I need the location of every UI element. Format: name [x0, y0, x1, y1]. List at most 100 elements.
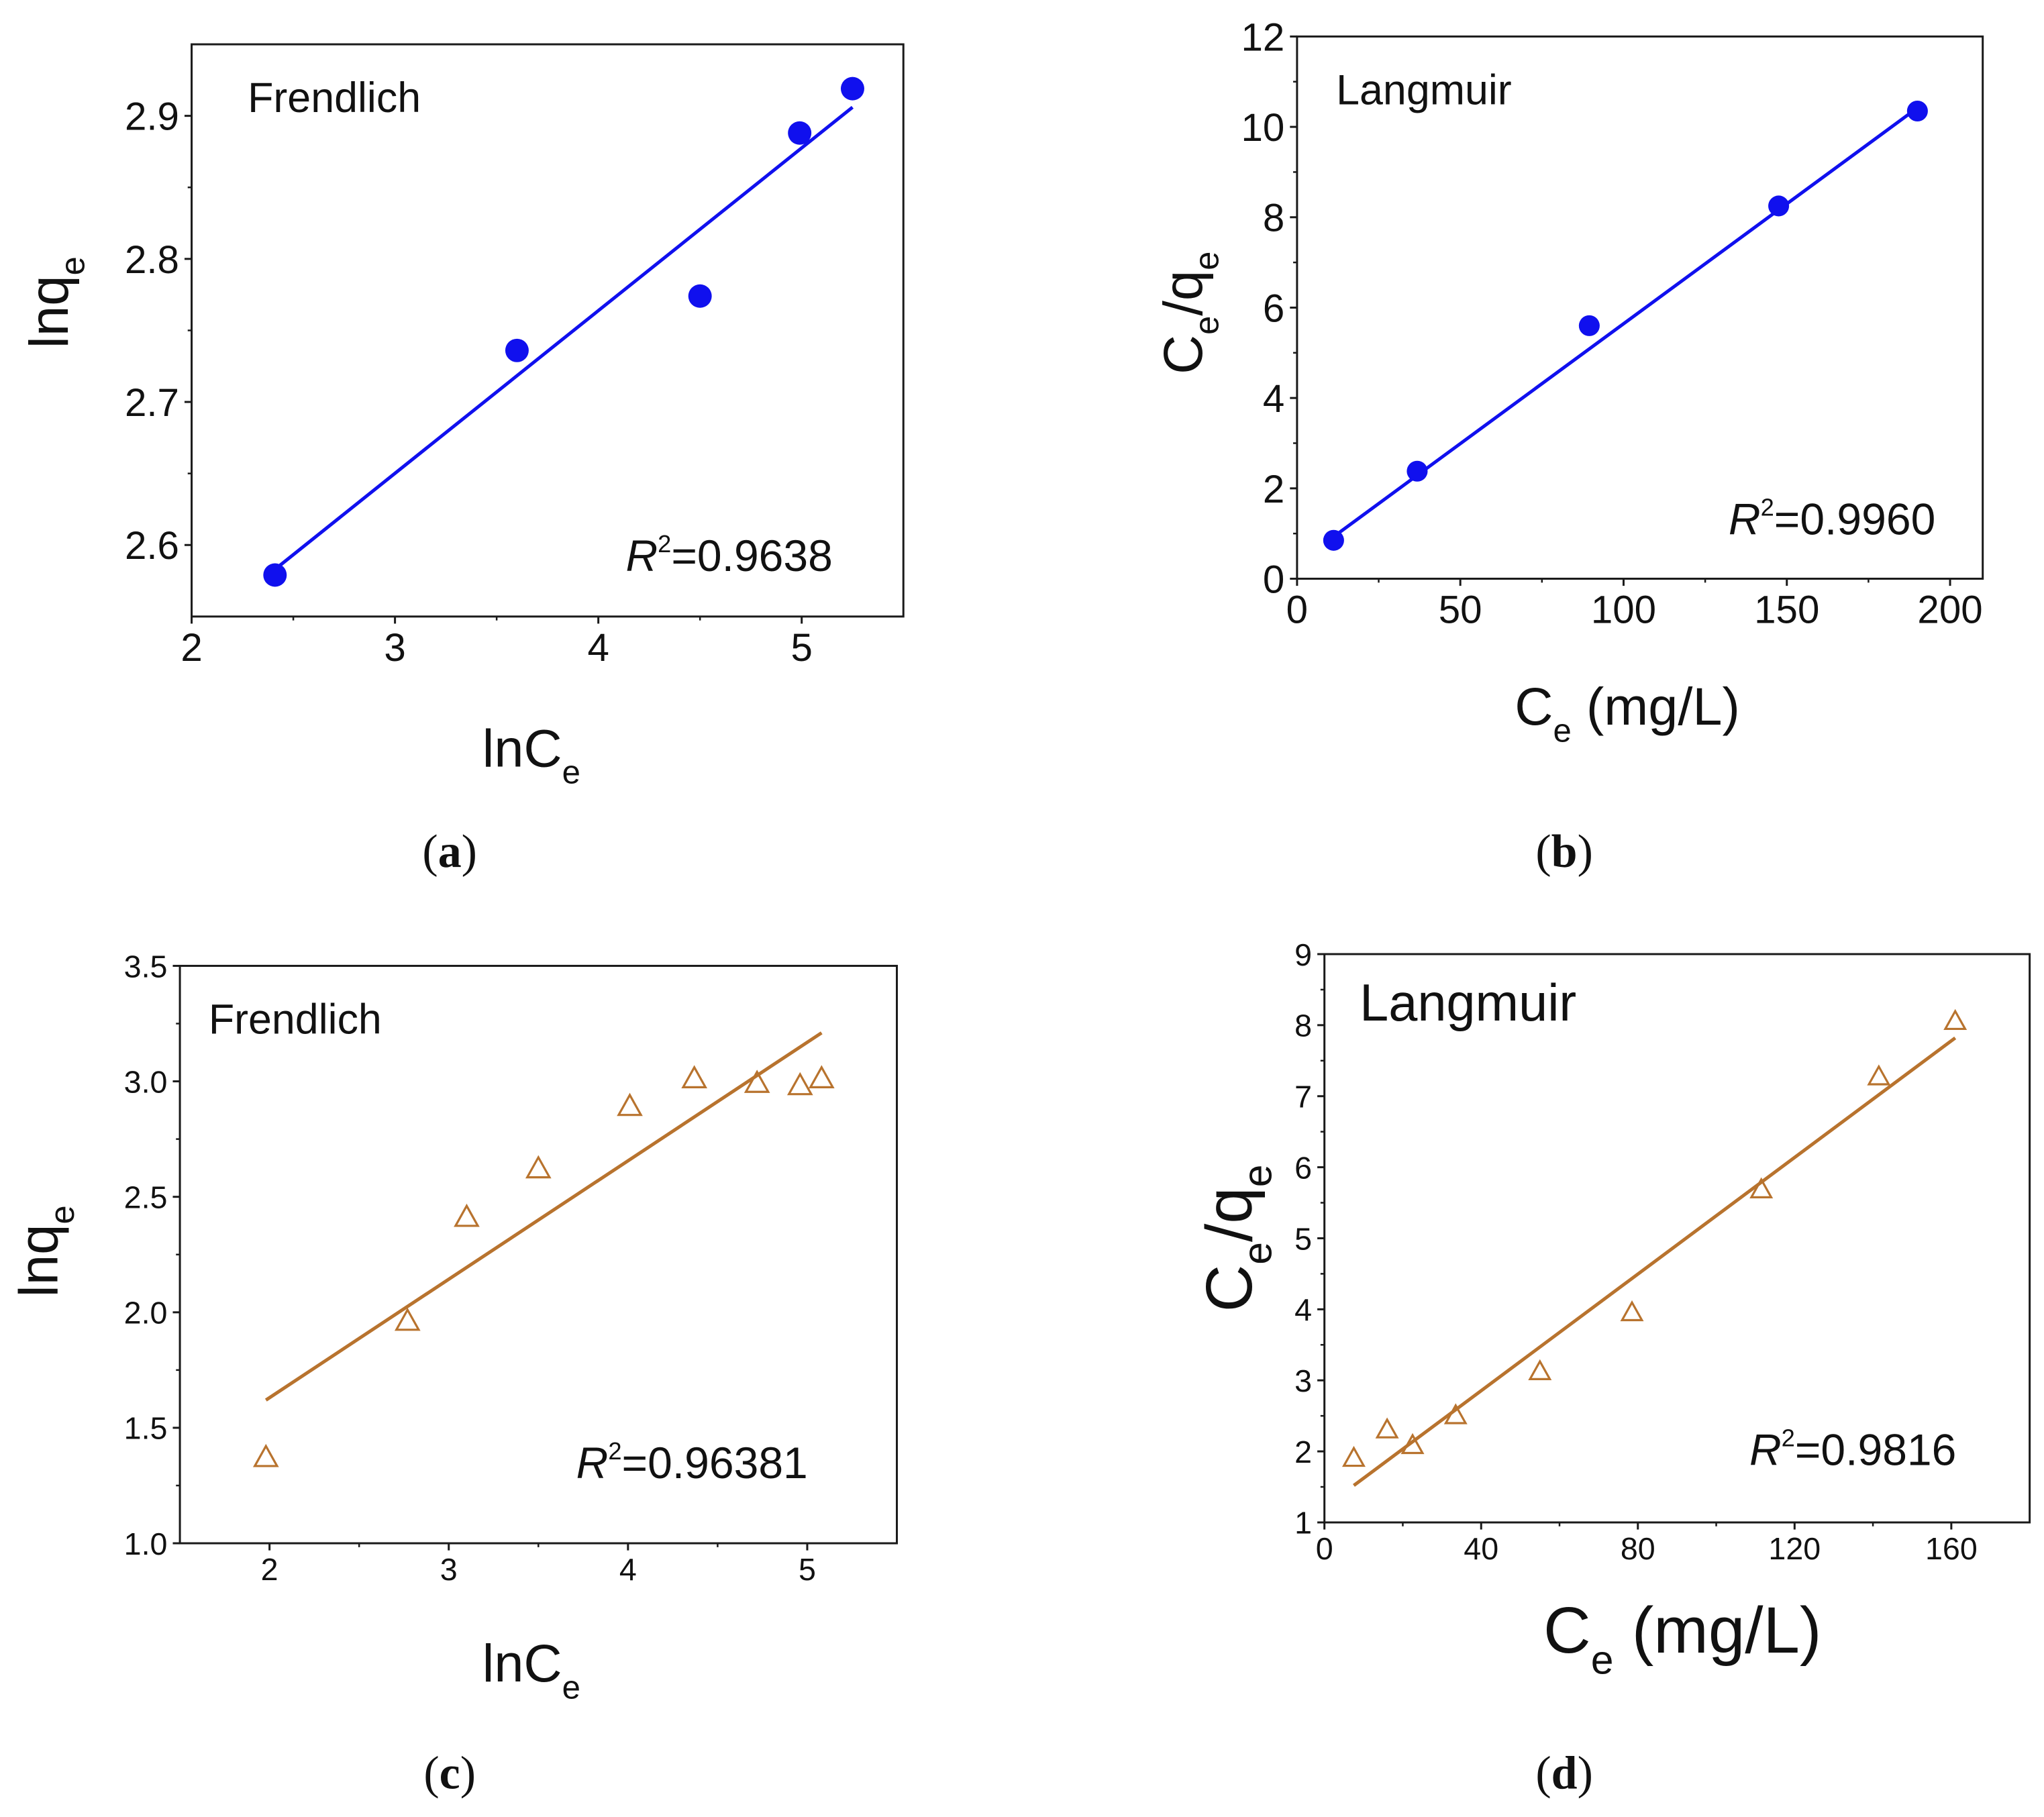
x-axis-label: lnCe — [482, 1633, 580, 1706]
data-point — [1620, 1300, 1644, 1322]
r2-value: =0.9638 — [671, 531, 833, 580]
r2-symbol: R — [625, 531, 658, 580]
r2-superscript: 2 — [1782, 1424, 1795, 1452]
data-point — [454, 1203, 480, 1227]
chart-title: Frendlich — [248, 74, 421, 121]
r2-annotation: R2=0.96381 — [576, 1437, 808, 1488]
x-axis-label: lnCe — [482, 718, 580, 790]
x-tick-label: 3 — [384, 626, 405, 670]
x-axis-label-main: C — [1543, 1593, 1591, 1667]
y-axis-label: lnqe — [19, 256, 91, 348]
data-point — [744, 1070, 770, 1093]
data-point — [1323, 529, 1344, 551]
data-point — [1578, 315, 1600, 336]
y-axis-label: Ce/qe — [1153, 252, 1225, 374]
data-point — [1443, 1403, 1468, 1424]
y-tick-label: 8 — [1263, 197, 1284, 240]
y-axis-label-sub: e — [43, 1205, 81, 1224]
x-axis-label-sub: e — [1553, 713, 1572, 749]
panel-label: (a) — [422, 826, 477, 878]
data-point — [1407, 460, 1428, 482]
chart-panel-a: 2 3 4 52.62.72.82.9 FrendlichR2=0.9638lnCeln… — [19, 43, 905, 878]
panel-label: (c) — [423, 1747, 476, 1799]
x-tick-label: 0 — [1316, 1531, 1333, 1566]
data-point — [1400, 1433, 1425, 1455]
y-tick-label: 2.8 — [125, 238, 179, 282]
r2-annotation: R2=0.9816 — [1749, 1424, 1956, 1475]
x-axis-label-sub: e — [562, 1669, 580, 1706]
x-axis-label: Ce (mg/L) — [1515, 676, 1740, 749]
data-point — [1341, 1445, 1366, 1467]
y-tick-label: 0 — [1263, 558, 1284, 601]
panel-label-open: ( — [1535, 826, 1551, 878]
panel-label: (b) — [1535, 826, 1592, 878]
x-tick-label: 50 — [1439, 588, 1482, 631]
chart-panel-c: 2 3 4 51.01.52.02.53.03.5FrendlichR2=0.9638… — [8, 949, 899, 1799]
panel-label-close: ) — [462, 826, 477, 878]
fit-line — [274, 105, 854, 571]
data-point — [1749, 1177, 1774, 1198]
panel-label-open: ( — [422, 826, 438, 878]
chart-title: Langmuir — [1360, 974, 1576, 1032]
y-axis-label-main: C — [1153, 335, 1214, 374]
r2-superscript: 2 — [608, 1437, 621, 1465]
x-tick-label: 0 — [1286, 588, 1308, 631]
data-point — [394, 1307, 421, 1331]
y-axis-label: Ce/qe — [1192, 1165, 1280, 1312]
panel-label-close: ) — [460, 1747, 476, 1799]
x-axis-label: Ce (mg/L) — [1543, 1593, 1822, 1682]
panel-label-letter: c — [440, 1747, 460, 1799]
y-tick-label: 2 — [1263, 468, 1284, 511]
y-axis-label-sub2: e — [1188, 252, 1226, 270]
data-point — [252, 1443, 279, 1467]
panel-label-close: ) — [1578, 1747, 1593, 1799]
y-tick-label: 9 — [1294, 937, 1312, 972]
data-point — [1375, 1417, 1399, 1439]
data-point — [808, 1065, 835, 1088]
data-point — [1528, 1359, 1552, 1380]
y-tick-label: 10 — [1241, 106, 1284, 150]
x-tick-label: 40 — [1464, 1531, 1498, 1566]
x-tick-label: 80 — [1621, 1531, 1655, 1566]
data-point — [263, 563, 287, 587]
panel-label-open: ( — [1535, 1747, 1551, 1799]
y-tick-label: 2.0 — [124, 1296, 168, 1331]
data-point — [1906, 100, 1928, 122]
chart-panel-d: 0 40 80 120 160123456789LangmuirR2=0.9816Ce … — [1192, 937, 2031, 1799]
chart-title: Frendlich — [209, 996, 382, 1043]
y-tick-label: 1.5 — [124, 1411, 168, 1446]
x-axis-label-sub: e — [562, 755, 580, 791]
data-point — [1768, 195, 1790, 217]
y-axis-label: lnqe — [8, 1205, 81, 1297]
x-axis-label-main: lnC — [482, 1633, 562, 1693]
panel-label-letter: d — [1551, 1747, 1578, 1799]
y-tick-label: 2 — [1294, 1435, 1312, 1469]
x-axis-label-main: lnC — [482, 718, 562, 778]
x-tick-label: 160 — [1925, 1531, 1978, 1566]
data-point — [681, 1065, 708, 1088]
y-tick-label: 1.0 — [124, 1526, 168, 1561]
x-axis-label-main: C — [1515, 676, 1553, 736]
chart-panel-b: 0 50 100 150 200024681012LangmuirR2=0.9960Ce… — [1153, 15, 1984, 878]
data-point — [688, 284, 712, 308]
y-tick-label: 2.9 — [125, 95, 179, 139]
y-axis-label-sub: e — [1234, 1242, 1280, 1265]
chart-title: Langmuir — [1336, 66, 1512, 113]
y-tick-label: 8 — [1294, 1008, 1312, 1043]
y-axis-label-mid: /q — [1153, 270, 1214, 316]
data-point — [1867, 1064, 1891, 1086]
panel-label: (d) — [1535, 1747, 1592, 1799]
panel-label-close: ) — [1578, 826, 1593, 878]
y-axis-label-main: lnq — [8, 1225, 69, 1298]
x-axis-label-units: (mg/L) — [1614, 1593, 1822, 1667]
y-axis-label-sub2: e — [1234, 1165, 1280, 1188]
fit-line — [1352, 1036, 1957, 1487]
x-axis-label-units: (mg/L) — [1572, 676, 1740, 736]
r2-annotation: R2=0.9638 — [625, 530, 832, 580]
fit-line — [264, 1031, 823, 1402]
x-tick-label: 5 — [799, 1552, 816, 1587]
data-point — [505, 338, 529, 362]
y-tick-label: 6 — [1294, 1150, 1312, 1185]
r2-annotation: R2=0.9960 — [1729, 494, 1935, 544]
r2-value: =0.9816 — [1795, 1424, 1957, 1474]
